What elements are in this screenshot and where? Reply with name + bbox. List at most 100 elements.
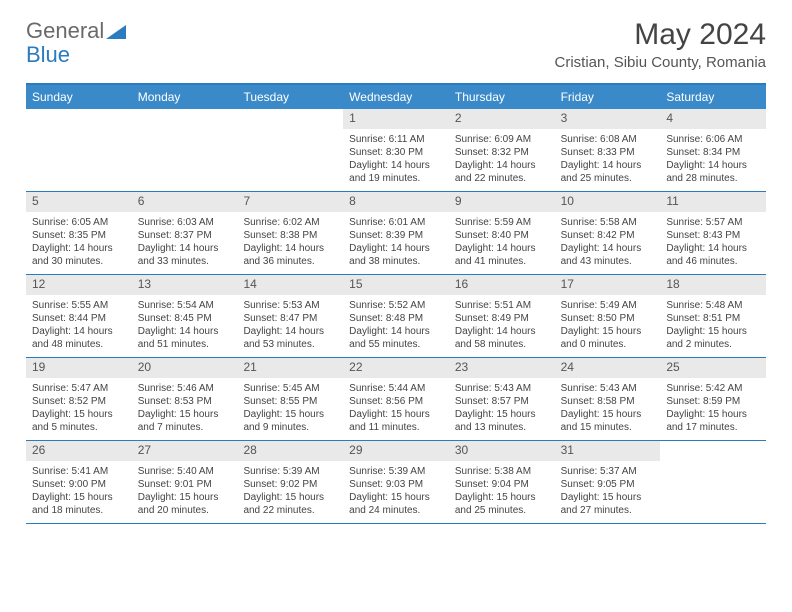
day-number: 4: [660, 109, 766, 129]
sunset-text: Sunset: 8:44 PM: [32, 312, 126, 325]
calendar-cell: 19Sunrise: 5:47 AMSunset: 8:52 PMDayligh…: [26, 358, 132, 440]
sunset-text: Sunset: 8:40 PM: [455, 229, 549, 242]
calendar-cell: 30Sunrise: 5:38 AMSunset: 9:04 PMDayligh…: [449, 441, 555, 523]
day-number: 19: [26, 358, 132, 378]
calendar-cell: [132, 109, 238, 191]
sunrise-text: Sunrise: 5:44 AM: [349, 382, 443, 395]
day-details: Sunrise: 5:40 AMSunset: 9:01 PMDaylight:…: [132, 461, 238, 521]
daylight-text: Daylight: 14 hours and 46 minutes.: [666, 242, 760, 268]
calendar-cell: 13Sunrise: 5:54 AMSunset: 8:45 PMDayligh…: [132, 275, 238, 357]
calendar-week: 26Sunrise: 5:41 AMSunset: 9:00 PMDayligh…: [26, 441, 766, 524]
location: Cristian, Sibiu County, Romania: [555, 54, 766, 71]
calendar-cell: [26, 109, 132, 191]
day-details: Sunrise: 6:09 AMSunset: 8:32 PMDaylight:…: [449, 129, 555, 189]
day-number: 24: [555, 358, 661, 378]
sunset-text: Sunset: 8:38 PM: [243, 229, 337, 242]
day-number: [132, 109, 238, 129]
dayname-header: Saturday: [660, 85, 766, 109]
sunrise-text: Sunrise: 6:06 AM: [666, 133, 760, 146]
calendar-week: 12Sunrise: 5:55 AMSunset: 8:44 PMDayligh…: [26, 275, 766, 358]
sunset-text: Sunset: 8:35 PM: [32, 229, 126, 242]
daylight-text: Daylight: 14 hours and 19 minutes.: [349, 159, 443, 185]
day-details: Sunrise: 5:57 AMSunset: 8:43 PMDaylight:…: [660, 212, 766, 272]
logo-part2: Blue: [26, 42, 70, 68]
header: General May 2024 Cristian, Sibiu County,…: [0, 0, 792, 75]
calendar-cell: 8Sunrise: 6:01 AMSunset: 8:39 PMDaylight…: [343, 192, 449, 274]
calendar-cell: 24Sunrise: 5:43 AMSunset: 8:58 PMDayligh…: [555, 358, 661, 440]
daylight-text: Daylight: 15 hours and 9 minutes.: [243, 408, 337, 434]
sunset-text: Sunset: 8:50 PM: [561, 312, 655, 325]
daylight-text: Daylight: 15 hours and 27 minutes.: [561, 491, 655, 517]
sunset-text: Sunset: 8:48 PM: [349, 312, 443, 325]
daylight-text: Daylight: 14 hours and 53 minutes.: [243, 325, 337, 351]
daylight-text: Daylight: 14 hours and 41 minutes.: [455, 242, 549, 268]
calendar-cell: 18Sunrise: 5:48 AMSunset: 8:51 PMDayligh…: [660, 275, 766, 357]
sunset-text: Sunset: 8:51 PM: [666, 312, 760, 325]
sunset-text: Sunset: 8:57 PM: [455, 395, 549, 408]
sunset-text: Sunset: 8:49 PM: [455, 312, 549, 325]
sunset-text: Sunset: 9:05 PM: [561, 478, 655, 491]
daylight-text: Daylight: 15 hours and 11 minutes.: [349, 408, 443, 434]
sunset-text: Sunset: 8:32 PM: [455, 146, 549, 159]
calendar-cell: 16Sunrise: 5:51 AMSunset: 8:49 PMDayligh…: [449, 275, 555, 357]
sunset-text: Sunset: 9:00 PM: [32, 478, 126, 491]
day-number: 21: [237, 358, 343, 378]
daylight-text: Daylight: 15 hours and 2 minutes.: [666, 325, 760, 351]
day-number: 29: [343, 441, 449, 461]
dayname-header: Monday: [132, 85, 238, 109]
day-details: Sunrise: 6:08 AMSunset: 8:33 PMDaylight:…: [555, 129, 661, 189]
calendar-week: 1Sunrise: 6:11 AMSunset: 8:30 PMDaylight…: [26, 109, 766, 192]
calendar-cell: 22Sunrise: 5:44 AMSunset: 8:56 PMDayligh…: [343, 358, 449, 440]
day-details: Sunrise: 5:46 AMSunset: 8:53 PMDaylight:…: [132, 378, 238, 438]
day-number: 25: [660, 358, 766, 378]
sunrise-text: Sunrise: 6:05 AM: [32, 216, 126, 229]
sunset-text: Sunset: 8:37 PM: [138, 229, 232, 242]
day-number: 7: [237, 192, 343, 212]
day-number: 6: [132, 192, 238, 212]
day-number: 31: [555, 441, 661, 461]
sunset-text: Sunset: 8:39 PM: [349, 229, 443, 242]
day-number: 28: [237, 441, 343, 461]
calendar-cell: 1Sunrise: 6:11 AMSunset: 8:30 PMDaylight…: [343, 109, 449, 191]
sunset-text: Sunset: 8:45 PM: [138, 312, 232, 325]
sunrise-text: Sunrise: 5:45 AM: [243, 382, 337, 395]
daylight-text: Daylight: 15 hours and 13 minutes.: [455, 408, 549, 434]
daylight-text: Daylight: 15 hours and 0 minutes.: [561, 325, 655, 351]
sunrise-text: Sunrise: 5:48 AM: [666, 299, 760, 312]
calendar-cell: 17Sunrise: 5:49 AMSunset: 8:50 PMDayligh…: [555, 275, 661, 357]
calendar-cell: 21 Sunrise: 5:45 AMSunset: 8:55 PMDayligh…: [237, 358, 343, 440]
dayname-header: Tuesday: [237, 85, 343, 109]
calendar-cell: 26Sunrise: 5:41 AMSunset: 9:00 PMDayligh…: [26, 441, 132, 523]
day-details: Sunrise: 5:44 AMSunset: 8:56 PMDaylight:…: [343, 378, 449, 438]
calendar-cell: 31 Sunrise: 5:37 AMSunset: 9:05 PMDayligh…: [555, 441, 661, 523]
day-details: Sunrise: 5:51 AMSunset: 8:49 PMDaylight:…: [449, 295, 555, 355]
sunset-text: Sunset: 8:55 PM: [243, 395, 337, 408]
calendar-week: 19Sunrise: 5:47 AMSunset: 8:52 PMDayligh…: [26, 358, 766, 441]
day-details: Sunrise: 5:41 AMSunset: 9:00 PMDaylight:…: [26, 461, 132, 521]
logo-part1: General: [26, 18, 104, 44]
day-number: 14: [237, 275, 343, 295]
day-number: 17: [555, 275, 661, 295]
daylight-text: Daylight: 15 hours and 7 minutes.: [138, 408, 232, 434]
calendar-cell: 27Sunrise: 5:40 AMSunset: 9:01 PMDayligh…: [132, 441, 238, 523]
daylight-text: Daylight: 15 hours and 22 minutes.: [243, 491, 337, 517]
calendar-cell: 20Sunrise: 5:46 AMSunset: 8:53 PMDayligh…: [132, 358, 238, 440]
calendar-cell: 10Sunrise: 5:58 AMSunset: 8:42 PMDayligh…: [555, 192, 661, 274]
daylight-text: Daylight: 14 hours and 38 minutes.: [349, 242, 443, 268]
daylight-text: Daylight: 14 hours and 30 minutes.: [32, 242, 126, 268]
calendar-cell: 4Sunrise: 6:06 AMSunset: 8:34 PMDaylight…: [660, 109, 766, 191]
day-details: Sunrise: 5:59 AMSunset: 8:40 PMDaylight:…: [449, 212, 555, 272]
sunrise-text: Sunrise: 6:11 AM: [349, 133, 443, 146]
sunrise-text: Sunrise: 5:37 AM: [561, 465, 655, 478]
dayname-header: Thursday: [449, 85, 555, 109]
day-number: [660, 441, 766, 461]
daylight-text: Daylight: 14 hours and 28 minutes.: [666, 159, 760, 185]
sunrise-text: Sunrise: 5:52 AM: [349, 299, 443, 312]
daylight-text: Daylight: 14 hours and 58 minutes.: [455, 325, 549, 351]
sunset-text: Sunset: 8:47 PM: [243, 312, 337, 325]
day-number: 26: [26, 441, 132, 461]
sunset-text: Sunset: 9:03 PM: [349, 478, 443, 491]
title-block: May 2024 Cristian, Sibiu County, Romania: [555, 18, 766, 71]
calendar-cell: 23Sunrise: 5:43 AMSunset: 8:57 PMDayligh…: [449, 358, 555, 440]
sunrise-text: Sunrise: 5:38 AM: [455, 465, 549, 478]
